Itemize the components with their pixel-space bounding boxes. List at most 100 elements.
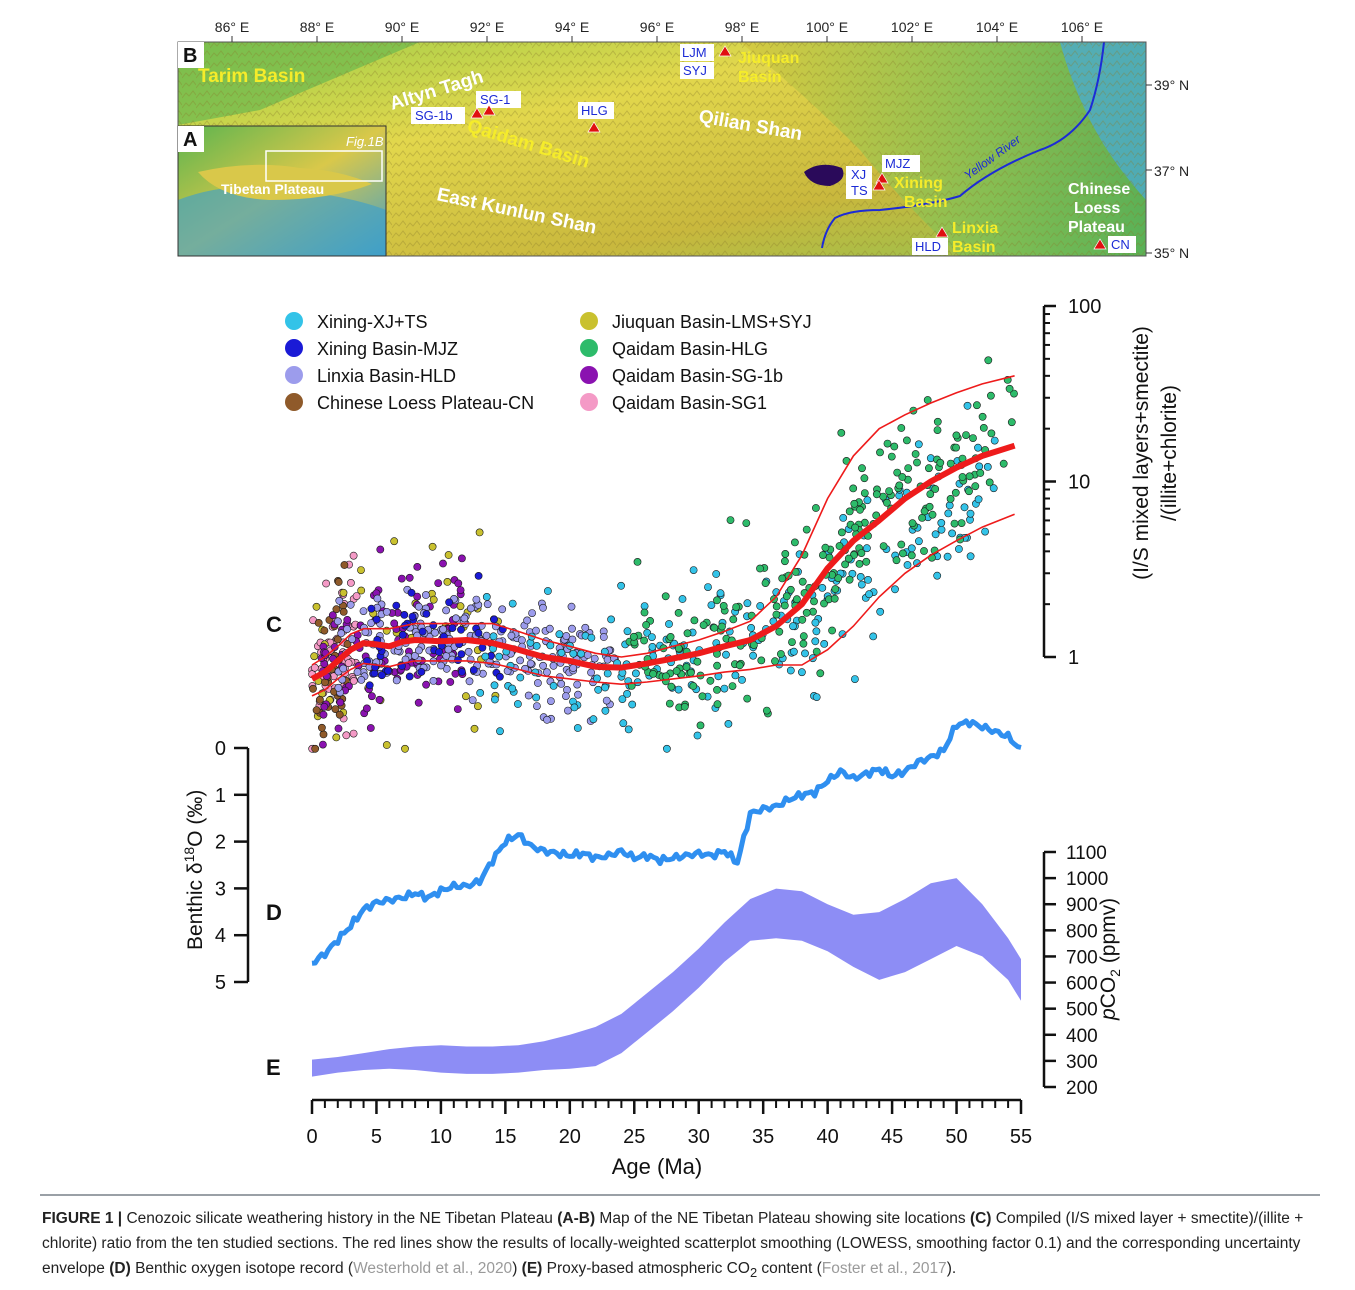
scatter-point-935 xyxy=(897,540,906,549)
scatter-point-762 xyxy=(907,544,916,553)
scatter-point-609 xyxy=(865,590,873,599)
scatter-point-776 xyxy=(720,684,729,693)
axis-d-left: 0 1 2 3 4 5 xyxy=(215,738,250,994)
panel-e-label: E xyxy=(266,1055,281,1080)
legend: Xining-XJ+TS Xining Basin-MJZ Linxia Basin… xyxy=(285,312,812,413)
scatter-point-188 xyxy=(376,545,385,554)
panel-b-label-bg xyxy=(178,42,204,68)
axis-c-tick-label-0: 1 xyxy=(1068,647,1079,669)
scatter-point-653 xyxy=(945,501,954,510)
scatter-point-517 xyxy=(429,621,438,630)
map-sites: LJM SYJ SG-1b SG-1 HLG XJ xyxy=(411,44,1136,255)
scatter-point-989 xyxy=(781,550,790,558)
axis-d-tick-label-4: 4 xyxy=(215,925,226,947)
scatter-point-309 xyxy=(421,591,430,599)
axis-d-title-text: Benthic δ18O (‰) xyxy=(181,790,207,950)
scatter-point-454 xyxy=(414,646,423,655)
scatter-point-998 xyxy=(969,434,977,442)
scatter-point-565 xyxy=(603,669,612,678)
scatter-point-166 xyxy=(336,698,345,707)
scatter-point-892 xyxy=(821,543,830,552)
scatter-point-678 xyxy=(937,525,946,534)
scatter-point-803 xyxy=(693,657,702,666)
scatter-point-1019 xyxy=(735,661,744,670)
scatter-point-723 xyxy=(570,703,579,712)
site-mjz-label: MJZ xyxy=(885,156,910,171)
scatter-point-1011 xyxy=(816,669,825,678)
legend-label-1: Xining Basin-MJZ xyxy=(317,339,458,359)
scatter-point-578 xyxy=(619,719,628,728)
caption-e-ref-link[interactable]: Foster et al., 2017 xyxy=(821,1260,947,1277)
axis-e-tick-label-0: 200 xyxy=(1066,1078,1098,1099)
scatter-point-862 xyxy=(830,594,839,603)
scatter-point-153 xyxy=(375,695,384,704)
axis-e-tick-label-5: 700 xyxy=(1066,947,1098,968)
scatter-point-755 xyxy=(557,648,566,657)
d18o-curve xyxy=(311,718,1022,966)
lon-label-3: 92° E xyxy=(470,19,504,35)
scatter-point-911 xyxy=(732,603,740,611)
scatter-point-836 xyxy=(885,487,893,495)
scatter-point-511 xyxy=(405,672,414,681)
scatter-point-768 xyxy=(937,519,946,527)
scatter-point-450 xyxy=(343,625,351,633)
scatter-point-693 xyxy=(960,503,969,512)
scatter-point-83 xyxy=(382,741,391,749)
region-jiuquan-line1: Jiuquan xyxy=(738,50,799,67)
inset-frame xyxy=(177,125,387,257)
scatter-point-659 xyxy=(990,436,999,445)
scatter-point-401 xyxy=(367,619,375,627)
scatter-point-1020 xyxy=(913,458,921,467)
inset-plateau xyxy=(198,164,372,200)
scatter-point-801 xyxy=(965,472,974,481)
caption-d-ref-link[interactable]: Westerhold et al., 2020 xyxy=(353,1260,513,1277)
scatter-point-858 xyxy=(946,494,955,503)
scatter-point-289 xyxy=(533,702,541,710)
figure-1: Fig.1B Tibetan Plateau A B 86° E 88° E 90°… xyxy=(177,19,1189,1179)
scatter-point-217 xyxy=(319,710,328,719)
scatter-point-409 xyxy=(573,680,582,689)
lon-label-0: 86° E xyxy=(215,19,249,35)
scatter-point-131 xyxy=(332,605,341,614)
scatter-point-86 xyxy=(456,602,465,611)
scatter-point-778 xyxy=(974,495,983,504)
x-tick-label-11: 55 xyxy=(1010,1126,1032,1148)
x-tick-label-6: 30 xyxy=(688,1126,710,1148)
scatter-point-828 xyxy=(976,469,985,477)
scatter-point-586 xyxy=(891,585,899,594)
co2-band xyxy=(312,878,1021,1077)
scatter-point-918 xyxy=(799,639,808,648)
legend-swatch-6 xyxy=(580,366,598,384)
x-tick-label-7: 35 xyxy=(752,1126,774,1148)
region-loess-line2: Loess xyxy=(1074,200,1120,217)
scatter-point-969 xyxy=(828,626,836,635)
scatter-point-854 xyxy=(971,482,980,491)
scatter-point-736 xyxy=(632,669,640,678)
scatter-point-569 xyxy=(857,580,866,589)
scatter-point-970 xyxy=(857,549,866,557)
scatter-point-464 xyxy=(590,654,599,663)
scatter-point-993 xyxy=(898,473,907,481)
scatter-point-531 xyxy=(469,666,478,674)
scatter-point-864 xyxy=(771,657,779,666)
scatter-point-108 xyxy=(428,542,437,551)
legend-label-3: Chinese Loess Plateau-CN xyxy=(317,393,534,413)
panel-c-label: C xyxy=(266,612,282,637)
scatter-point-93 xyxy=(339,588,348,597)
scatter-point-688 xyxy=(481,652,490,661)
scatter-point-917 xyxy=(979,423,988,432)
scatter-point-992 xyxy=(950,519,959,528)
scatter-point-850 xyxy=(667,682,676,691)
scatter-point-934 xyxy=(958,473,967,481)
scatter-point-428 xyxy=(557,680,566,688)
scatter-point-846 xyxy=(860,474,869,483)
scatter-point-444 xyxy=(603,655,612,664)
scatter-point-658 xyxy=(482,593,491,601)
scatter-point-939 xyxy=(907,551,916,560)
scatter-point-140 xyxy=(317,723,326,732)
scatter-point-754 xyxy=(983,462,992,471)
lowess-upper-envelope xyxy=(311,375,1015,666)
scatter-point-807 xyxy=(820,599,828,608)
scatter-point-949 xyxy=(802,608,811,617)
scatter-point-784 xyxy=(987,429,996,438)
